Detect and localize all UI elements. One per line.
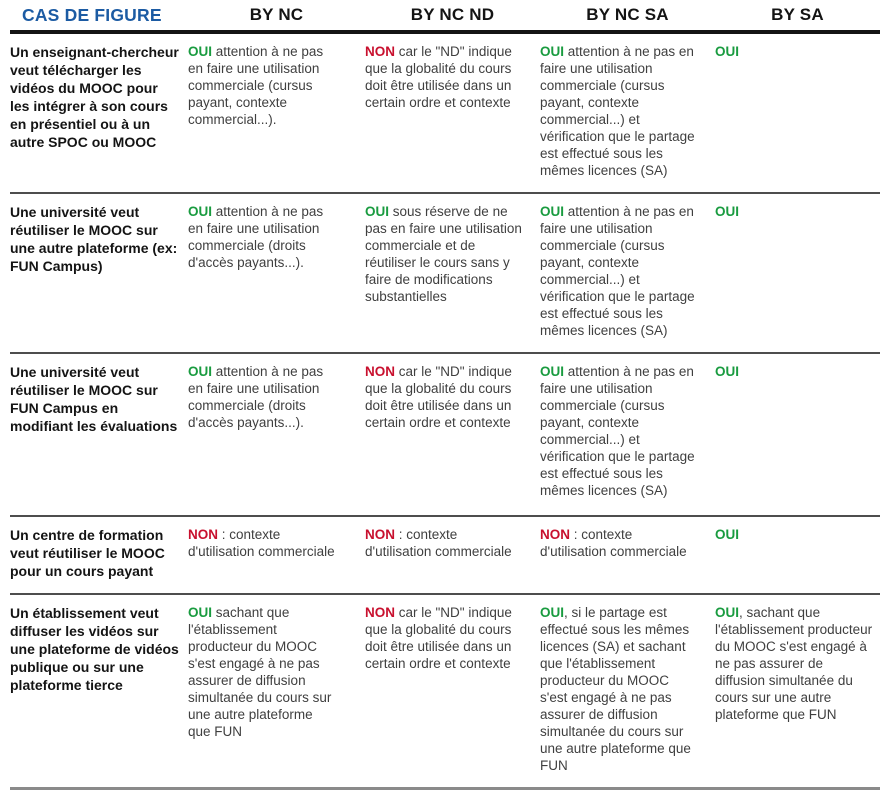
cell-text: car le "ND" indique que la globalité du … bbox=[365, 44, 512, 110]
verdict-label: OUI bbox=[715, 44, 740, 59]
header-cas-de-figure: CAS DE FIGURE bbox=[22, 4, 162, 25]
table-row: Un établissement veut diffuser les vidéo… bbox=[10, 595, 880, 790]
case-cell: Un enseignant-chercheur veut télécharger… bbox=[10, 44, 179, 150]
header-by-nc: BY NC bbox=[249, 5, 304, 24]
cell-by-sa: OUI bbox=[715, 43, 880, 179]
cell-by-nc: NON : contexte d'utilisation commerciale bbox=[188, 526, 365, 580]
cell-by-nc-sa: NON : contexte d'utilisation commerciale bbox=[540, 526, 715, 580]
table-row: Un centre de formation veut réutiliser l… bbox=[10, 517, 880, 595]
cell-by-nc-nd: OUI sous réserve de ne pas en faire une … bbox=[365, 203, 540, 339]
verdict-label: NON bbox=[365, 605, 395, 620]
verdict-label: OUI bbox=[540, 605, 565, 620]
verdict-label: OUI bbox=[715, 204, 740, 219]
cell-text: : contexte d'utilisation commerciale bbox=[365, 527, 512, 559]
cell-by-nc-nd: NON car le "ND" indique que la globalité… bbox=[365, 604, 540, 774]
cell-text: attention à ne pas en faire une utilisat… bbox=[540, 204, 695, 338]
cell-by-sa: OUI bbox=[715, 526, 880, 580]
cell-by-nc-nd: NON car le "ND" indique que la globalité… bbox=[365, 363, 540, 502]
cell-text: , si le partage est effectué sous les mê… bbox=[540, 605, 691, 773]
cell-by-nc-sa: OUI attention à ne pas en faire une util… bbox=[540, 203, 715, 339]
license-usage-table: CAS DE FIGURE BY NC BY NC ND BY NC SA BY… bbox=[10, 0, 880, 790]
cell-text: : contexte d'utilisation commerciale bbox=[188, 527, 335, 559]
verdict-label: OUI bbox=[540, 44, 565, 59]
cell-text: car le "ND" indique que la globalité du … bbox=[365, 605, 512, 671]
cell-by-nc: OUI sachant que l'établissement producte… bbox=[188, 604, 365, 774]
cell-text: attention à ne pas en faire une utilisat… bbox=[188, 204, 324, 270]
cell-text: sous réserve de ne pas en faire une util… bbox=[365, 204, 522, 304]
verdict-label: OUI bbox=[188, 204, 213, 219]
verdict-label: OUI bbox=[188, 364, 213, 379]
verdict-label: OUI bbox=[715, 527, 740, 542]
cell-text: sachant que l'établissement producteur d… bbox=[188, 605, 332, 739]
verdict-label: OUI bbox=[715, 364, 740, 379]
case-cell: Une université veut réutiliser le MOOC s… bbox=[10, 204, 178, 274]
table-row: Une université veut réutiliser le MOOC s… bbox=[10, 354, 880, 517]
cell-by-nc-sa: OUI, si le partage est effectué sous les… bbox=[540, 604, 715, 774]
cell-by-nc-nd: NON : contexte d'utilisation commerciale bbox=[365, 526, 540, 580]
cell-text: , sachant que l'établissement producteur… bbox=[715, 605, 873, 722]
verdict-label: OUI bbox=[188, 605, 213, 620]
cell-text: attention à ne pas en faire une utilisat… bbox=[188, 44, 324, 127]
cell-by-nc: OUI attention à ne pas en faire une util… bbox=[188, 43, 365, 179]
table-row: Une université veut réutiliser le MOOC s… bbox=[10, 194, 880, 354]
cell-by-nc-sa: OUI attention à ne pas en faire une util… bbox=[540, 363, 715, 502]
cell-by-nc: OUI attention à ne pas en faire une util… bbox=[188, 203, 365, 339]
cell-by-sa: OUI bbox=[715, 363, 880, 502]
cell-by-sa: OUI bbox=[715, 203, 880, 339]
table-row: Un enseignant-chercheur veut télécharger… bbox=[10, 34, 880, 194]
header-by-sa: BY SA bbox=[771, 5, 824, 24]
case-cell: Un établissement veut diffuser les vidéo… bbox=[10, 605, 179, 693]
verdict-label: NON bbox=[365, 364, 395, 379]
verdict-label: OUI bbox=[188, 44, 213, 59]
cell-text: : contexte d'utilisation commerciale bbox=[540, 527, 687, 559]
verdict-label: OUI bbox=[715, 605, 740, 620]
header-row: CAS DE FIGURE BY NC BY NC ND BY NC SA BY… bbox=[10, 0, 880, 34]
verdict-label: NON bbox=[540, 527, 570, 542]
cell-by-nc-nd: NON car le "ND" indique que la globalité… bbox=[365, 43, 540, 179]
case-cell: Un centre de formation veut réutiliser l… bbox=[10, 527, 165, 579]
header-by-nc-nd: BY NC ND bbox=[410, 5, 495, 24]
case-cell: Une université veut réutiliser le MOOC s… bbox=[10, 364, 178, 434]
verdict-label: OUI bbox=[365, 204, 390, 219]
cell-text: attention à ne pas en faire une utilisat… bbox=[540, 44, 695, 178]
verdict-label: NON bbox=[365, 44, 395, 59]
cell-by-sa: OUI, sachant que l'établissement product… bbox=[715, 604, 880, 774]
cell-by-nc: OUI attention à ne pas en faire une util… bbox=[188, 363, 365, 502]
verdict-label: OUI bbox=[540, 364, 565, 379]
cell-text: attention à ne pas en faire une utilisat… bbox=[188, 364, 324, 430]
verdict-label: OUI bbox=[540, 204, 565, 219]
header-by-nc-sa: BY NC SA bbox=[586, 5, 669, 24]
verdict-label: NON bbox=[188, 527, 218, 542]
verdict-label: NON bbox=[365, 527, 395, 542]
cell-text: attention à ne pas en faire une utilisat… bbox=[540, 364, 695, 498]
cell-by-nc-sa: OUI attention à ne pas en faire une util… bbox=[540, 43, 715, 179]
cell-text: car le "ND" indique que la globalité du … bbox=[365, 364, 512, 430]
